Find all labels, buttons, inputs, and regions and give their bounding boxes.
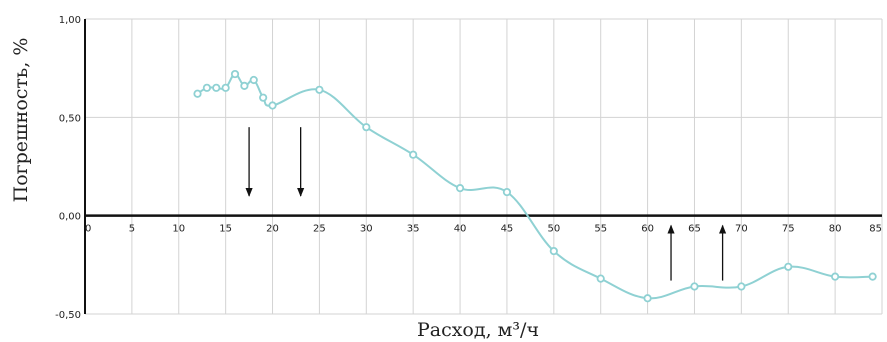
data-point xyxy=(221,83,230,92)
data-point xyxy=(409,150,418,159)
y-tick-label: -0,50 xyxy=(55,310,81,321)
axes xyxy=(84,19,882,314)
x-tick-label: 65 xyxy=(688,224,701,235)
data-point xyxy=(549,246,558,256)
data-point xyxy=(502,187,512,197)
x-tick-label: 5 xyxy=(129,224,135,235)
x-tick-label: 0 xyxy=(85,224,91,235)
data-point xyxy=(193,89,202,98)
data-point xyxy=(868,272,877,281)
data-point xyxy=(240,81,249,90)
data-point xyxy=(315,85,324,94)
series-line xyxy=(196,73,873,300)
x-tick-label: 80 xyxy=(829,224,842,235)
tick-labels: 1,00 0,50 0,00 -0,50 0 5 10 15 20 25 30 35 40 45 50 55 6… xyxy=(55,15,882,321)
x-tick-label: 40 xyxy=(454,224,467,235)
y-axis-label: Погрешность, % xyxy=(10,38,32,203)
data-point xyxy=(596,274,605,283)
data-point xyxy=(362,123,371,132)
x-tick-label: 45 xyxy=(501,224,514,235)
data-point xyxy=(455,184,465,193)
data-point xyxy=(202,83,211,92)
data-point xyxy=(831,272,840,281)
data-point xyxy=(737,282,746,291)
data-point xyxy=(230,69,240,79)
x-tick-label: 55 xyxy=(594,224,607,235)
x-tick-label: 30 xyxy=(360,224,373,235)
x-tick-label: 20 xyxy=(266,224,279,235)
data-point xyxy=(268,101,277,110)
grid-lines xyxy=(84,18,883,315)
x-axis-label: Расход, м³/ч xyxy=(417,319,539,341)
data-point xyxy=(249,75,258,85)
y-tick-label: 0,50 xyxy=(59,113,81,124)
series-group xyxy=(193,69,877,303)
x-tick-label: 75 xyxy=(782,224,795,235)
data-point xyxy=(690,282,699,291)
data-point xyxy=(259,93,268,102)
annotations xyxy=(245,127,727,281)
x-tick-label: 60 xyxy=(641,224,654,235)
x-tick-label: 35 xyxy=(407,224,420,235)
x-tick-label: 25 xyxy=(313,224,326,235)
data-point xyxy=(212,83,221,92)
x-tick-label: 15 xyxy=(219,224,232,235)
y-tick-label: 0,00 xyxy=(59,212,81,223)
x-tick-label: 50 xyxy=(547,224,560,235)
x-tick-label: 85 xyxy=(869,224,882,235)
data-point xyxy=(784,262,793,271)
x-tick-label: 70 xyxy=(735,224,748,235)
data-point xyxy=(643,294,652,303)
x-tick-label: 10 xyxy=(172,224,185,235)
y-tick-label: 1,00 xyxy=(59,15,81,26)
